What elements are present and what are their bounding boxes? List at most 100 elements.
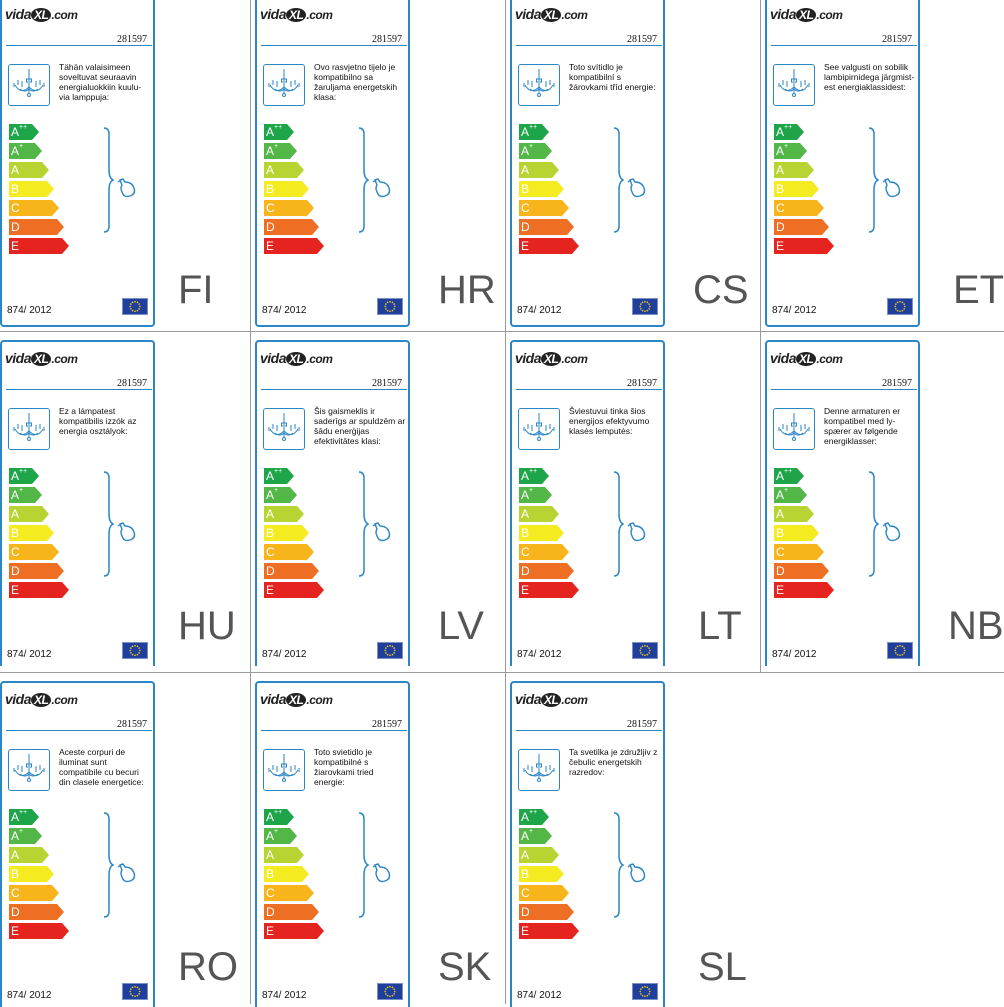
energy-class-letter: E	[11, 239, 20, 253]
energy-class-letter: C	[266, 545, 275, 559]
product-number: 281597	[117, 378, 147, 389]
logo-text: vida	[5, 6, 32, 22]
energy-class-letter: A	[266, 144, 275, 158]
energy-class-bar: A++	[774, 124, 804, 140]
logo-domain: .com	[561, 693, 588, 707]
logo-mark: XL	[31, 352, 52, 366]
energy-label: vida XL .com 281597 Šis gaismeklis ir saderī…	[255, 340, 410, 666]
chandelier-icon	[523, 69, 555, 97]
energy-class-plus: +	[529, 487, 534, 494]
divider	[516, 730, 662, 731]
energy-class-letter: A	[521, 848, 530, 862]
energy-label: vida XL .com 281597 Ta svetilka je združljiv…	[510, 681, 665, 1007]
bulb-icon	[627, 522, 646, 542]
energy-class-bar: B	[264, 181, 309, 197]
energy-label: vida XL .com 281597 Toto svítidlo je kompati…	[510, 0, 665, 327]
energy-class-letter: E	[11, 583, 20, 597]
energy-class-bar: A+	[774, 143, 807, 159]
energy-class-bar: B	[9, 181, 54, 197]
energy-class-letter: A	[521, 810, 530, 824]
brace-icon	[358, 812, 370, 918]
regulation-number: 874/ 2012	[262, 990, 307, 1001]
class-range-brace	[612, 470, 625, 583]
energy-class-bar: A++	[264, 468, 294, 484]
compatibility-text: Tähän valaisimeen soveltuvat seuraavin e…	[59, 62, 142, 102]
energy-class-letter: A	[776, 125, 785, 139]
eu-flag-icon	[639, 985, 651, 998]
energy-class-letter: E	[266, 583, 275, 597]
energy-label: vida XL .com 281597 Ovo rasvjetno tijelo je …	[255, 0, 410, 327]
energy-class-letter: B	[776, 526, 785, 540]
eu-flag	[122, 983, 148, 1000]
energy-class-letter: A	[11, 488, 20, 502]
eu-flag-icon	[384, 644, 396, 657]
energy-class-bar: E	[9, 238, 69, 254]
luminaire-pictogram	[263, 408, 305, 450]
grid-divider	[505, 0, 506, 1004]
energy-label-cell: vida XL .com 281597 Šis gaismeklis ir saderī…	[255, 336, 505, 666]
energy-class-letter: A	[776, 507, 785, 521]
compatibility-text: Ez a lámpatest kompatibilis izzók az ene…	[59, 406, 137, 436]
energy-class-plus: ++	[784, 124, 793, 131]
energy-class-scale: A++ A+ A B C D E	[9, 809, 69, 942]
energy-class-plus: +	[784, 487, 789, 494]
vidaxl-logo: vida XL .com	[260, 6, 333, 22]
energy-class-letter: A	[521, 469, 530, 483]
logo-mark: XL	[796, 352, 817, 366]
energy-class-bar: C	[519, 544, 569, 560]
divider	[771, 389, 917, 390]
eu-flag	[377, 642, 403, 659]
energy-label-cell: vida XL .com 281597 Toto svítidlo je kompati…	[510, 0, 760, 330]
vidaxl-logo: vida XL .com	[770, 6, 843, 22]
energy-class-bar: A	[519, 162, 559, 178]
logo-mark: XL	[286, 693, 307, 707]
energy-class-letter: C	[11, 886, 20, 900]
energy-class-plus: ++	[274, 124, 283, 131]
energy-class-letter: A	[521, 488, 530, 502]
energy-class-bar: A++	[519, 124, 549, 140]
energy-class-bar: C	[774, 544, 824, 560]
energy-class-bar: A+	[519, 828, 552, 844]
language-code: HR	[438, 268, 496, 312]
energy-class-letter: D	[776, 220, 785, 234]
grid-divider	[0, 331, 1004, 332]
energy-class-scale: A++ A+ A B C D E	[774, 124, 834, 257]
chandelier-icon	[268, 413, 300, 441]
logo-domain: .com	[561, 352, 588, 366]
bulb-icon	[882, 178, 901, 198]
energy-label-cell: vida XL .com 281597 Toto svietidlo je kompat…	[255, 677, 505, 1007]
energy-label-cell: vida XL .com 281597 Ovo rasvjetno tijelo je …	[255, 0, 505, 330]
energy-class-bar: E	[519, 238, 579, 254]
class-range-brace	[102, 126, 115, 239]
energy-class-letter: C	[11, 201, 20, 215]
energy-class-plus: +	[274, 828, 279, 835]
energy-class-letter: A	[776, 163, 785, 177]
energy-class-letter: C	[521, 201, 530, 215]
eu-flag	[377, 298, 403, 315]
energy-class-bar: B	[774, 525, 819, 541]
lamp-bulb	[116, 176, 140, 205]
eu-flag	[632, 298, 658, 315]
product-number: 281597	[627, 378, 657, 389]
energy-class-scale: A++ A+ A B C D E	[9, 124, 69, 257]
compatibility-text: Šis gaismeklis ir saderīgs ar spuldzēm a…	[314, 406, 406, 446]
energy-class-plus: ++	[19, 124, 28, 131]
luminaire-pictogram	[263, 749, 305, 791]
energy-class-bar: C	[9, 200, 59, 216]
eu-flag	[887, 642, 913, 659]
energy-class-letter: B	[11, 526, 20, 540]
energy-class-scale: A++ A+ A B C D E	[264, 468, 324, 601]
energy-class-letter: D	[11, 564, 20, 578]
brace-icon	[613, 471, 625, 577]
energy-class-bar: B	[519, 866, 564, 882]
logo-text: vida	[515, 350, 542, 366]
energy-class-bar: A++	[519, 468, 549, 484]
vidaxl-logo: vida XL .com	[5, 691, 78, 707]
lamp-bulb	[371, 176, 395, 205]
logo-domain: .com	[816, 352, 843, 366]
energy-class-bar: A++	[9, 809, 39, 825]
energy-class-scale: A++ A+ A B C D E	[264, 809, 324, 942]
energy-class-letter: E	[266, 924, 275, 938]
grid-divider	[760, 0, 761, 672]
logo-domain: .com	[51, 693, 78, 707]
